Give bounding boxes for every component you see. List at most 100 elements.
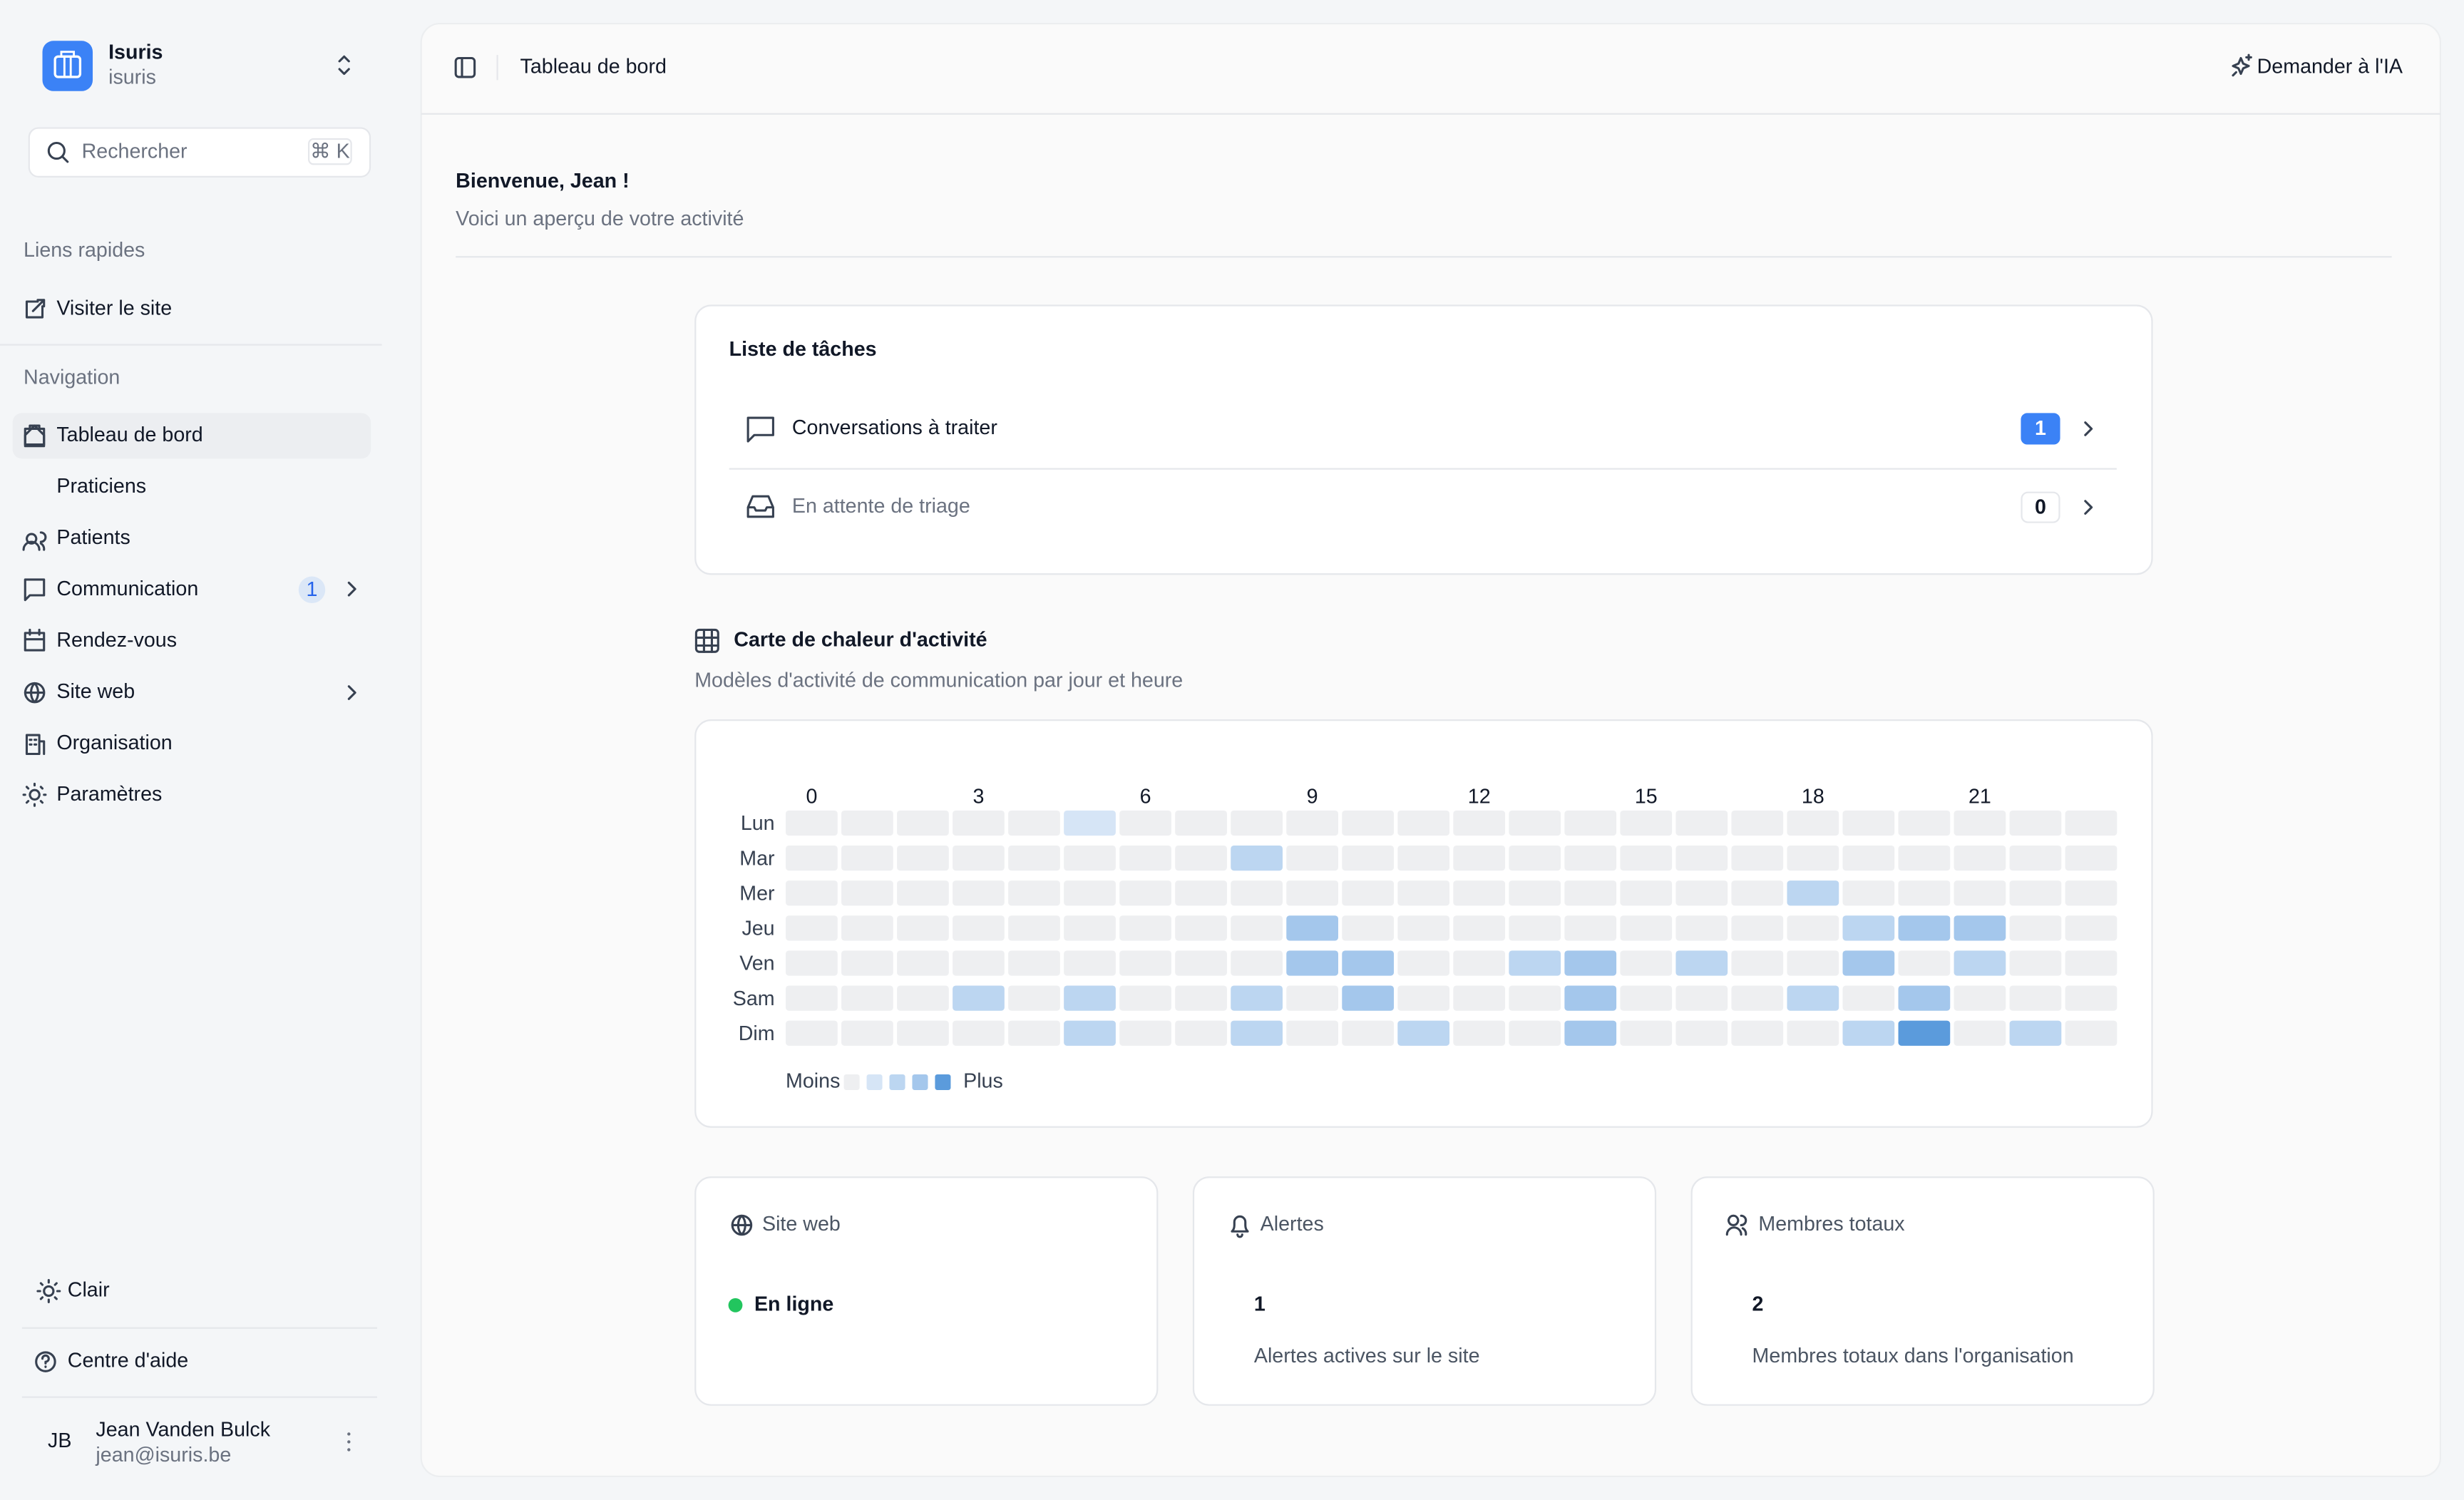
heatmap-cell: [1842, 880, 1895, 906]
theme-toggle[interactable]: Clair: [68, 1279, 110, 1302]
nav-item[interactable]: Site web: [56, 680, 135, 703]
task-label[interactable]: En attente de triage: [792, 495, 970, 518]
heatmap-cell: [1008, 915, 1060, 941]
help-link[interactable]: Centre d'aide: [68, 1350, 188, 1372]
heatmap-cell: [1231, 845, 1283, 871]
hour-label: 15: [1635, 786, 1658, 808]
heatmap-cell: [1509, 1020, 1561, 1046]
sidebar-toggle[interactable]: [454, 56, 476, 78]
nav: Tableau de bord Praticiens Patients Communi…: [22, 423, 203, 807]
nav-item[interactable]: Paramètres: [56, 783, 162, 806]
org-switcher[interactable]: [338, 55, 350, 76]
heatmap-cell: [1342, 950, 1395, 976]
stat-icon: [1725, 1214, 1747, 1236]
heatmap-cell: [1842, 950, 1895, 976]
heatmap-cell: [1731, 950, 1784, 976]
day-label: Ven: [739, 952, 774, 975]
heatmap-cell: [1898, 985, 1951, 1011]
stat-label: Site web: [762, 1213, 841, 1236]
heatmap-cell: [786, 915, 838, 941]
heatmap-cell: [1675, 985, 1728, 1011]
day-label: Lun: [741, 812, 775, 835]
heatmap-cell: [1064, 810, 1116, 836]
heatmap-cell: [1675, 810, 1728, 836]
tasks-card: [694, 304, 2153, 575]
heatmap-cell: [1731, 810, 1784, 836]
page-subtitle: Voici un aperçu de votre activité: [456, 207, 744, 230]
heatmap-cell: [1286, 810, 1338, 836]
stat-label: Alertes: [1261, 1213, 1324, 1236]
stat-description: Alertes actives sur le site: [1254, 1345, 1480, 1367]
heatmap-cell: [1119, 985, 1171, 1011]
nav-item[interactable]: Rendez-vous: [56, 629, 177, 652]
heatmap-cell: [1787, 880, 1839, 906]
nav-item[interactable]: Communication: [56, 577, 198, 600]
heatmap-cell: [1008, 985, 1060, 1011]
nav-icon: [24, 682, 46, 704]
nav-item[interactable]: Organisation: [56, 731, 172, 754]
heatmap-cell: [1008, 810, 1060, 836]
nav-item[interactable]: Patients: [56, 526, 130, 549]
task-label[interactable]: Conversations à traiter: [792, 416, 997, 439]
hour-label: 12: [1468, 786, 1491, 808]
quick-link[interactable]: Visiter le site: [56, 297, 172, 320]
heatmap-cell: [1119, 915, 1171, 941]
org-slug: isuris: [108, 66, 156, 89]
heatmap-cell: [1175, 880, 1227, 906]
heatmap-cell: [897, 950, 949, 976]
search-box[interactable]: [28, 127, 371, 178]
heatmap-cell: [1675, 915, 1728, 941]
heatmap-cell: [841, 915, 893, 941]
heatmap-cell: [1231, 880, 1283, 906]
heatmap-cell: [1008, 950, 1060, 976]
nav-item[interactable]: Tableau de bord: [56, 423, 202, 446]
nav-item[interactable]: Praticiens: [56, 475, 146, 498]
heatmap-cell: [2065, 985, 2118, 1011]
heatmap-cell: [1231, 810, 1283, 836]
user-name: Jean Vanden Bulck: [96, 1419, 270, 1442]
heatmap-cell: [2009, 950, 2062, 976]
heatmap-cell: [1564, 1020, 1617, 1046]
heatmap-cell: [1509, 915, 1561, 941]
heatmap-cell: [897, 880, 949, 906]
heatmap-cell: [1231, 1020, 1283, 1046]
heatmap-cell: [1342, 915, 1395, 941]
task-icon: [746, 416, 774, 443]
heatmap-cell: [841, 880, 893, 906]
legend-swatch: [866, 1074, 883, 1090]
task-icon: [746, 495, 774, 518]
heatmap-cell: [786, 845, 838, 871]
hour-label: 21: [1968, 786, 1991, 808]
heatmap-cell: [953, 845, 1005, 871]
ask-ai-button[interactable]: Demander à l'IA: [2257, 55, 2403, 78]
heatmap-cell: [1675, 880, 1728, 906]
heatmap-cell: [1397, 810, 1450, 836]
heatmap-cell: [897, 915, 949, 941]
user-menu[interactable]: [347, 1432, 351, 1452]
heatmap-cell: [1175, 915, 1227, 941]
heatmap-cell: [1286, 985, 1338, 1011]
heatmap-cell: [953, 915, 1005, 941]
heatmap-cell: [841, 950, 893, 976]
heatmap-cell: [841, 845, 893, 871]
heatmap-cell: [897, 985, 949, 1011]
heatmap-cell: [1675, 950, 1728, 976]
nav-icon: [24, 628, 46, 652]
heatmap-cell: [2065, 810, 2118, 836]
heatmap-cell: [786, 880, 838, 906]
heatmap-cell: [1675, 1020, 1728, 1046]
day-label: Mar: [739, 847, 775, 870]
heatmap-cell: [1342, 985, 1395, 1011]
hour-label: 3: [973, 786, 985, 808]
heatmap-cell: [2009, 915, 2062, 941]
heatmap-cell: [1509, 845, 1561, 871]
heatmap-cell: [1898, 845, 1951, 871]
stat-value: 2: [1752, 1293, 1764, 1315]
heatmap-cell: [1509, 880, 1561, 906]
heatmap-cell: [1119, 810, 1171, 836]
heatmap-cell: [1397, 880, 1450, 906]
stat-icon: [1231, 1215, 1249, 1238]
heatmap-cell: [1842, 810, 1895, 836]
nav-icon: [24, 578, 46, 602]
